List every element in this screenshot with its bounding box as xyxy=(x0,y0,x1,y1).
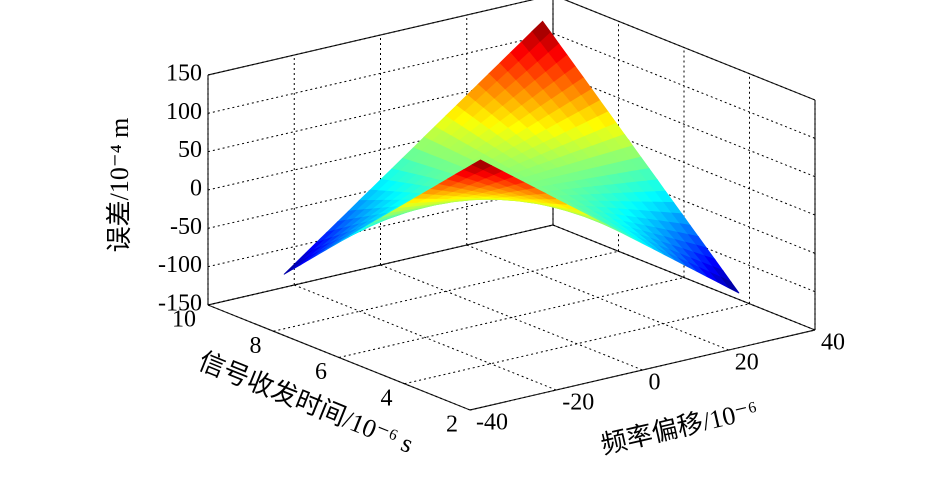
y-tick-label: 10 xyxy=(172,307,196,333)
grid-line xyxy=(207,32,554,114)
x-tick-label: 40 xyxy=(821,330,845,356)
x-tick-label: -20 xyxy=(562,390,594,416)
y-tick-label: 6 xyxy=(315,359,327,385)
z-tick-label: 0 xyxy=(190,176,202,202)
y-tick-label: 4 xyxy=(381,385,393,411)
grid-line xyxy=(404,303,750,385)
x-tick-label: 0 xyxy=(649,370,661,396)
y-tick-label: 8 xyxy=(250,333,262,359)
z-axis-label: 误差/10⁻⁴ m xyxy=(105,118,134,253)
grid-line xyxy=(207,0,534,76)
z-tick-label: 150 xyxy=(166,61,202,87)
grid-line xyxy=(469,329,816,411)
z-tick-label: 50 xyxy=(178,137,202,163)
surface xyxy=(283,20,740,294)
x-tick-label: -40 xyxy=(476,410,508,436)
grid-line xyxy=(273,250,619,332)
x-axis-label: 频率偏移/10⁻⁶ xyxy=(598,395,760,459)
grid-line xyxy=(207,186,554,268)
grid-line xyxy=(552,71,816,178)
grid-line xyxy=(564,0,816,101)
y-tick-label: 2 xyxy=(446,412,458,438)
grid-line xyxy=(207,224,554,306)
z-tick-label: -100 xyxy=(158,252,202,278)
grid-line xyxy=(294,284,557,391)
x-tick-label: 20 xyxy=(735,350,759,376)
z-tick-label: -50 xyxy=(170,214,202,240)
box-edge xyxy=(563,0,816,101)
surface-patch xyxy=(471,159,493,171)
z-tick-label: 100 xyxy=(166,99,202,125)
grid-line xyxy=(380,264,643,371)
grid-line xyxy=(338,277,685,358)
z-tick-label: -150 xyxy=(158,291,202,317)
